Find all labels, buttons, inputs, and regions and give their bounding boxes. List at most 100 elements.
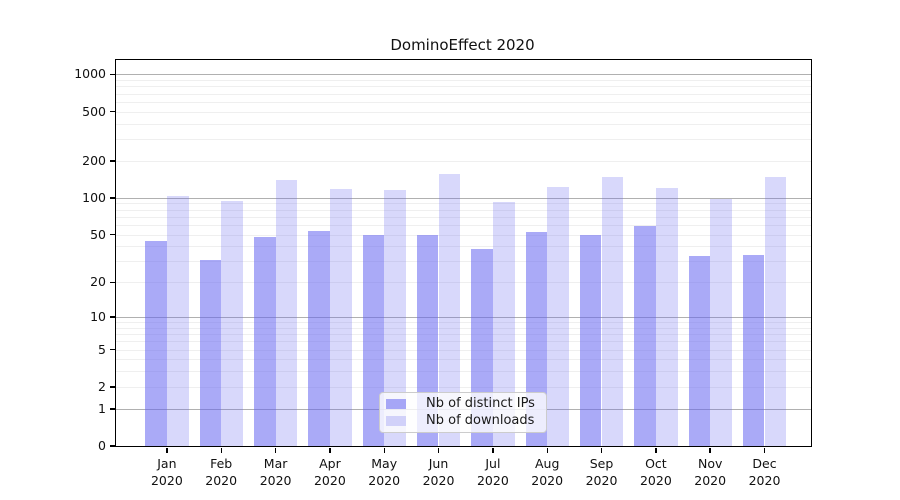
legend-swatch-distinct-ips-icon — [386, 399, 406, 409]
minor-gridline — [116, 359, 811, 361]
bar-distinct-ips-feb — [199, 259, 222, 446]
y-axis-tick — [109, 110, 115, 113]
x-tick-label: Jan 2020 — [150, 456, 183, 488]
minor-gridline — [116, 209, 811, 211]
minor-gridline — [116, 341, 811, 343]
bar-distinct-ips-dec — [742, 254, 765, 446]
bar-downloads-sep — [601, 176, 624, 446]
x-tick-label: Oct 2020 — [639, 456, 672, 488]
bar-downloads-jan — [166, 195, 189, 446]
y-axis-tick — [109, 445, 115, 447]
chart-title: DominoEffect 2020 — [390, 36, 535, 54]
x-tick-label: Jul 2020 — [476, 456, 509, 488]
minor-gridline — [116, 139, 811, 140]
legend-item-downloads: Nb of downloads — [386, 414, 540, 428]
minor-gridline — [116, 216, 811, 218]
x-tick-label: Apr 2020 — [313, 456, 346, 488]
bar-distinct-ips-sep — [579, 234, 602, 446]
x-axis-tick — [492, 447, 494, 453]
y-axis-tick — [109, 408, 115, 410]
minor-gridline — [116, 224, 811, 226]
x-axis-tick — [383, 447, 385, 453]
y-axis-tick — [109, 197, 115, 199]
bar-downloads-dec — [764, 176, 787, 446]
x-axis-tick — [546, 447, 548, 453]
bar-downloads-mar — [275, 180, 298, 446]
x-tick-label: Dec 2020 — [748, 456, 781, 488]
major-gridline — [116, 74, 811, 76]
bar-distinct-ips-nov — [688, 256, 711, 446]
x-tick-label: Sep 2020 — [585, 456, 618, 488]
minor-gridline — [116, 334, 811, 336]
minor-gridline — [116, 93, 811, 95]
minor-gridline — [116, 246, 811, 248]
y-axis-tick — [109, 348, 115, 351]
x-tick-label: Mar 2020 — [259, 456, 292, 488]
y-tick-label: 50 — [90, 226, 106, 242]
x-tick-label: Feb 2020 — [205, 456, 238, 488]
x-tick-label: Jun 2020 — [422, 456, 455, 488]
minor-gridline — [116, 123, 811, 125]
legend-label-distinct-ips: Nb of distinct IPs — [426, 396, 535, 411]
minor-gridline — [116, 386, 811, 388]
bar-downloads-feb — [221, 201, 243, 446]
bar-downloads-jul — [492, 201, 515, 446]
bar-downloads-may — [384, 190, 406, 446]
y-tick-label: 1 — [98, 400, 106, 416]
minor-gridline — [116, 111, 811, 113]
minor-gridline — [116, 203, 811, 205]
minor-gridline — [116, 86, 811, 88]
x-tick-label: May 2020 — [368, 456, 401, 488]
bar-downloads-apr — [329, 188, 352, 446]
bar-downloads-aug — [547, 186, 569, 446]
x-axis-tick — [166, 447, 168, 453]
minor-gridline — [116, 322, 811, 324]
y-axis-tick — [109, 386, 115, 388]
bar-downloads-jun — [438, 174, 461, 446]
x-tick-label: Aug 2020 — [531, 456, 564, 488]
legend-swatch-downloads-icon — [386, 416, 406, 426]
y-axis-tick — [109, 160, 115, 162]
minor-gridline — [116, 282, 811, 284]
x-axis-tick — [274, 447, 277, 453]
x-axis-tick — [655, 447, 657, 453]
y-tick-label: 0 — [98, 438, 106, 453]
x-axis-tick — [437, 447, 440, 453]
minor-gridline — [116, 160, 811, 162]
x-axis-tick — [709, 447, 711, 453]
minor-gridline — [116, 261, 811, 263]
y-axis-tick — [109, 281, 115, 283]
y-axis-tick — [109, 73, 115, 76]
bar-distinct-ips-oct — [634, 225, 656, 446]
x-axis-tick — [220, 447, 222, 453]
major-gridline — [116, 317, 811, 318]
bar-distinct-ips-may — [362, 234, 385, 446]
y-tick-label: 1000 — [74, 66, 106, 82]
y-tick-label: 100 — [82, 189, 106, 205]
minor-gridline — [116, 327, 811, 329]
y-axis-tick — [109, 233, 115, 236]
x-axis-tick — [600, 447, 603, 453]
legend: Nb of distinct IPs Nb of downloads — [379, 392, 547, 433]
bar-distinct-ips-jan — [145, 241, 167, 446]
y-tick-label: 2 — [98, 378, 106, 394]
legend-item-distinct-ips: Nb of distinct IPs — [386, 397, 540, 411]
plot-area: 0 1 2 5 10 20 50 100 200 500 1000 Jan 2020 Feb 2020 M… — [74, 59, 812, 488]
minor-gridline — [116, 349, 811, 351]
bar-distinct-ips-apr — [308, 231, 330, 446]
legend-label-downloads: Nb of downloads — [426, 413, 535, 428]
minor-gridline — [116, 101, 811, 103]
y-tick-label: 500 — [82, 103, 106, 119]
bar-downloads-oct — [655, 187, 678, 446]
minor-gridline — [116, 371, 811, 373]
y-tick-label: 10 — [90, 309, 106, 324]
x-axis-tick — [329, 447, 331, 453]
x-axis-tick — [763, 447, 766, 453]
minor-gridline — [116, 234, 811, 236]
bar-downloads-nov — [710, 199, 732, 446]
y-tick-label: 20 — [90, 274, 106, 290]
minor-gridline — [116, 80, 811, 81]
y-tick-label: 200 — [82, 152, 106, 168]
major-gridline — [116, 197, 811, 199]
